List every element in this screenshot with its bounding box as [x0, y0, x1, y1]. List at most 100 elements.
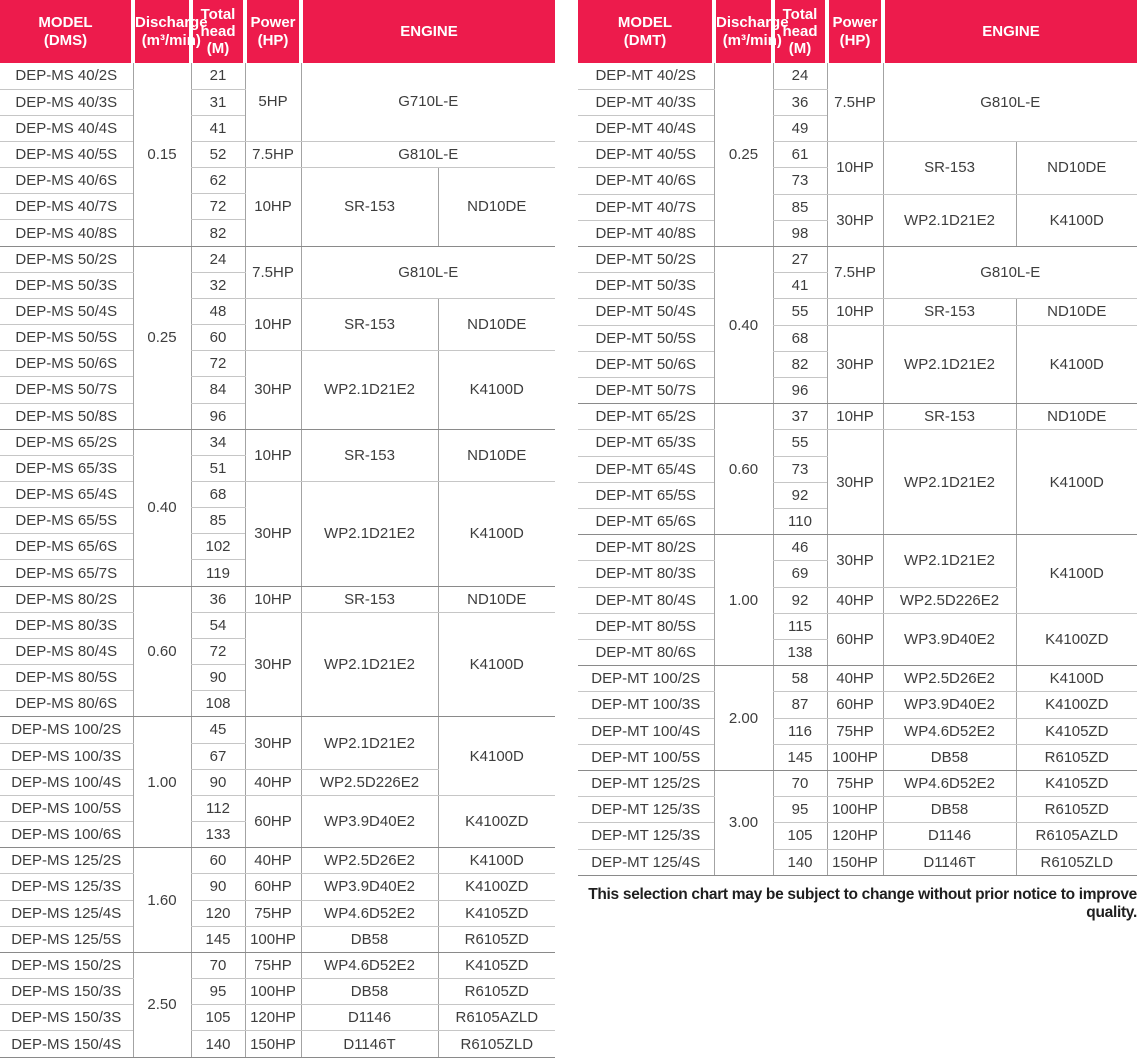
model-cell: DEP-MS 100/2S: [0, 716, 133, 744]
engine2-cell: K4100ZD: [437, 873, 556, 901]
engine2-cell: K4105ZD: [1015, 718, 1137, 745]
model-cell: DEP-MS 100/3S: [0, 743, 133, 770]
table-row: DEP-MS 125/3S 90 60HP WP3.9D40E2 K4100ZD: [0, 873, 556, 901]
power-cell: 120HP: [826, 822, 883, 850]
power-cell: 60HP: [244, 873, 301, 901]
engine2-cell: ND10DE: [437, 586, 556, 613]
footer-note: This selection chart may be subject to c…: [588, 886, 1137, 921]
engine2-cell: R6105AZLD: [1015, 822, 1137, 850]
model-cell: DEP-MT 40/3S: [578, 89, 714, 116]
model-cell: DEP-MS 65/7S: [0, 559, 133, 587]
dms-table-body: DEP-MS 40/2S 0.15 21 5HP G710L-E DEP-MS 40/3S…: [0, 63, 556, 1058]
table-row: DEP-MT 40/7S 85 30HP WP2.1D21E2 K4100D: [578, 194, 1137, 247]
discharge-cell: 1.60: [132, 847, 191, 953]
engine1-cell: WP2.1D21E2: [300, 481, 438, 587]
table-row: DEP-MT 100/2S 2.00 58 40HP WP2.5D26E2 K4100D: [578, 665, 1137, 771]
engine1-cell: DB58: [882, 796, 1016, 824]
table-row: DEP-MS 100/3S 67: [0, 743, 555, 770]
model-cell: DEP-MT 80/5S: [578, 613, 714, 640]
discharge-cell: 0.40: [713, 246, 773, 405]
model-cell: DEP-MS 100/5S: [0, 795, 133, 823]
table-row: DEP-MT 50/2S 0.40 27 7.5HP G810L-E: [578, 246, 1137, 405]
power-cell: 30HP: [826, 325, 883, 405]
head-cell: 105: [190, 1004, 245, 1032]
table-row: DEP-MT 125/3S 105 120HP D1146 R6105AZLD: [578, 822, 1137, 850]
engine1-cell: WP2.5D226E2: [882, 587, 1016, 614]
engine1-cell: WP2.1D21E2: [882, 194, 1016, 247]
head-cell: 60: [190, 324, 245, 352]
head-cell: 31: [190, 89, 245, 116]
head-cell: 115: [772, 613, 827, 640]
engine2-cell: K4100D: [1015, 325, 1137, 405]
table-row: DEP-MT 65/3S 55 30HP WP2.1D21E2 K4100D: [578, 429, 1137, 536]
engine1-cell: WP2.1D21E2: [882, 534, 1016, 588]
table-row: DEP-MS 50/3S 32: [0, 272, 555, 299]
dmt-table: MODEL (DMT) Discharge (m³/min) Total hea…: [578, 0, 1137, 877]
engine1-cell: WP4.6D52E2: [882, 718, 1016, 745]
discharge-cell: 1.00: [132, 716, 191, 849]
power-cell: 7.5HP: [244, 246, 301, 299]
head-cell: 70: [772, 770, 827, 798]
engine1-cell: WP3.9D40E2: [882, 613, 1016, 667]
model-cell: DEP-MT 100/3S: [578, 691, 714, 719]
table-row: DEP-MT 50/3S 41: [578, 272, 1137, 300]
table-row: DEP-MS 100/4S 90 40HP WP2.5D226E2: [0, 769, 555, 796]
table-row: DEP-MS 150/4S 140 150HP D1146T R6105ZLD: [0, 1030, 556, 1058]
engine2-cell: K4100D: [437, 612, 556, 718]
header-row: MODEL (DMS) Discharge (m³/min) Total hea…: [0, 0, 556, 63]
table-row: DEP-MS 40/7S 72: [0, 193, 555, 221]
table-row: DEP-MS 80/6S 108: [0, 690, 555, 718]
power-cell: 75HP: [826, 718, 883, 745]
head-cell: 68: [190, 481, 245, 509]
head-cell: 95: [772, 796, 827, 824]
table-row: DEP-MT 50/4S 55 10HP SR-153 ND10DE: [578, 298, 1137, 326]
head-cell: 51: [190, 455, 245, 483]
model-cell: DEP-MS 80/5S: [0, 664, 133, 692]
table-row: DEP-MT 50/7S 96: [578, 377, 1137, 405]
engine1-cell: DB58: [300, 926, 438, 953]
dmt-table-body: DEP-MT 40/2S 0.25 24 7.5HP G810L-E DEP-MT 40/…: [578, 63, 1137, 877]
discharge-cell: 0.15: [132, 63, 191, 247]
table-row: DEP-MT 40/5S 61 10HP SR-153 ND10DE: [578, 141, 1137, 195]
engine2-cell: ND10DE: [1015, 403, 1137, 431]
dms-table-header: MODEL (DMS) Discharge (m³/min) Total hea…: [0, 0, 556, 63]
head-cell: 98: [772, 220, 827, 247]
engine2-cell: R6105ZLD: [437, 1030, 556, 1058]
head-cell: 70: [190, 952, 245, 979]
model-cell: DEP-MT 50/2S: [578, 246, 714, 274]
table-row: DEP-MT 65/5S 92: [578, 482, 1137, 509]
header-row: MODEL (DMT) Discharge (m³/min) Total hea…: [578, 0, 1137, 63]
power-cell: 40HP: [826, 665, 883, 693]
head-cell: 102: [190, 533, 245, 561]
model-cell: DEP-MS 65/2S: [0, 429, 133, 456]
table-row: DEP-MS 125/2S 1.60 60 40HP WP2.5D26E2 K4100D: [0, 847, 556, 953]
power-cell: 10HP: [826, 403, 883, 431]
engine1-cell: WP4.6D52E2: [300, 952, 438, 979]
engine2-cell: K4100D: [1015, 194, 1137, 247]
table-row: DEP-MS 150/2S 2.50 70 75HP WP4.6D52E2 K4105ZD: [0, 952, 556, 1058]
head-cell: 95: [190, 978, 245, 1006]
table-row: DEP-MS 50/7S 84: [0, 376, 555, 404]
model-cell: DEP-MS 50/5S: [0, 324, 133, 352]
head-cell: 34: [190, 429, 245, 456]
head-cell: 32: [190, 272, 245, 299]
table-row: DEP-MS 65/6S 102: [0, 533, 555, 561]
head-cell: 41: [772, 272, 827, 300]
table-row: DEP-MT 80/5S 115 60HP WP3.9D40E2 K4100ZD: [578, 613, 1137, 667]
model-cell: DEP-MT 40/6S: [578, 167, 714, 195]
table-row: DEP-MT 40/3S 36: [578, 89, 1137, 116]
model-cell: DEP-MT 80/4S: [578, 587, 714, 614]
table-row: DEP-MT 80/2S 1.00 46 30HP WP2.1D21E2 K4100D: [578, 534, 1137, 667]
table-row: DEP-MS 40/4S 41: [0, 115, 555, 142]
model-cell: DEP-MS 65/3S: [0, 455, 133, 483]
col-header-model: MODEL (DMT): [578, 0, 714, 63]
power-cell: 100HP: [244, 926, 301, 953]
model-cell: DEP-MS 80/6S: [0, 690, 133, 718]
discharge-cell: 3.00: [713, 770, 773, 877]
engine1-cell: G810L-E: [300, 141, 556, 169]
head-cell: 49: [772, 115, 827, 143]
table-row: DEP-MS 40/3S 31: [0, 89, 555, 116]
engine1-cell: WP2.5D26E2: [882, 665, 1016, 693]
table-row: DEP-MS 125/5S 145 100HP DB58 R6105ZD: [0, 926, 556, 953]
